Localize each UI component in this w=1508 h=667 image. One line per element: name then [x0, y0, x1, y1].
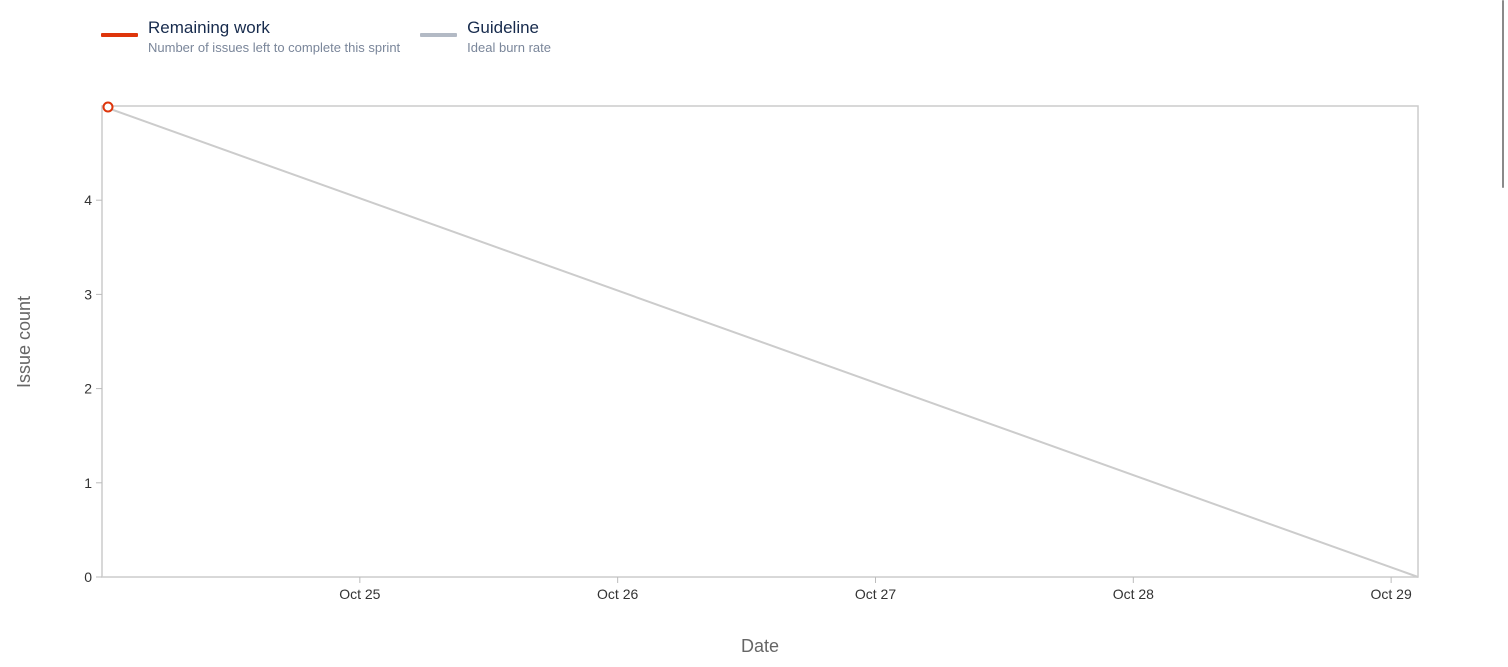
x-tick-label: Oct 26 — [597, 586, 638, 602]
legend-item-remaining-work: Remaining work Number of issues left to … — [101, 16, 400, 55]
legend-swatch-guideline — [420, 33, 458, 37]
legend-item-guideline: Guideline Ideal burn rate — [420, 16, 551, 55]
legend-title-guideline: Guideline — [467, 18, 539, 37]
y-tick-label: 3 — [84, 286, 92, 302]
y-tick-label: 1 — [84, 475, 92, 491]
y-axis: 0 1 2 3 4 — [84, 192, 102, 585]
guideline-series-line — [101, 105, 1419, 578]
y-axis-title: Issue count — [14, 296, 34, 388]
x-axis: Oct 25 Oct 26 Oct 27 Oct 28 Oct 29 — [339, 577, 1412, 602]
x-tick-label: Oct 27 — [855, 586, 896, 602]
vertical-scrollbar[interactable] — [1502, 0, 1504, 188]
series-layer — [101, 101, 1419, 578]
remaining-work-point — [102, 101, 114, 113]
chart-legend: Remaining work Number of issues left to … — [101, 16, 551, 55]
y-tick-label: 4 — [84, 192, 92, 208]
legend-description-guideline: Ideal burn rate — [467, 40, 552, 55]
legend-swatch-remaining-work — [101, 33, 138, 37]
x-tick-label: Oct 25 — [339, 586, 380, 602]
legend-title-remaining-work: Remaining work — [148, 18, 270, 37]
plot-area-frame — [101, 105, 1419, 578]
y-tick-label: 2 — [84, 381, 92, 397]
x-tick-label: Oct 29 — [1371, 586, 1412, 602]
x-axis-title: Date — [741, 636, 779, 656]
legend-description-remaining-work: Number of issues left to complete this s… — [148, 40, 401, 55]
x-tick-label: Oct 28 — [1113, 586, 1154, 602]
y-tick-label: 0 — [84, 569, 92, 585]
